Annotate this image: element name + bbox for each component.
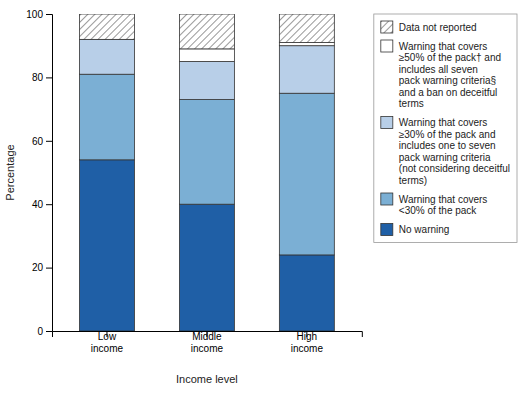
bar <box>79 74 134 160</box>
text-line: income <box>291 343 324 354</box>
text-line: terms) <box>399 175 427 186</box>
legend-swatch <box>381 40 393 52</box>
legend-item: Warning that covers≥30% of the pack andi… <box>381 117 510 186</box>
legend-label: Warning that covers<30% of the pack <box>399 194 488 217</box>
tick-label: 60 <box>32 136 44 147</box>
tick-mark <box>46 77 52 78</box>
legend-label: Warning that covers≥50% of the pack† and… <box>399 41 501 110</box>
bar <box>279 93 334 255</box>
text-line: Warning that covers <box>399 117 488 128</box>
text-line: Warning that covers <box>399 194 488 205</box>
tick-mark <box>46 331 52 332</box>
legend-label: Data not reported <box>399 22 477 33</box>
tick: 20 <box>32 262 52 273</box>
text-line: (not considering deceitful <box>399 163 510 174</box>
axis-line <box>46 15 53 332</box>
legend-item: Warning that covers≥50% of the pack† and… <box>381 40 501 109</box>
text-line: pack warning criteria§ <box>399 75 496 86</box>
text-line: No warning <box>399 224 450 235</box>
legend-frame <box>374 14 517 243</box>
tick-mark <box>46 14 52 15</box>
bar <box>79 160 134 331</box>
tick: 100 <box>26 9 52 20</box>
series <box>79 14 334 49</box>
text-line: Warning that covers <box>399 41 488 52</box>
bar <box>179 62 234 100</box>
tick-mark <box>46 141 52 142</box>
tick: 60 <box>32 136 52 147</box>
bar <box>279 43 334 46</box>
tick-mark <box>46 268 52 269</box>
tick-label: 20 <box>32 262 44 273</box>
tick: 80 <box>32 72 52 83</box>
tick: Highincome <box>291 331 324 354</box>
legend-swatch <box>381 193 393 205</box>
tick-label: Middleincome <box>191 331 224 354</box>
bar <box>279 14 334 43</box>
text-line: Data not reported <box>399 22 477 33</box>
text-line: includes one to seven <box>399 140 496 151</box>
tick-label: 0 <box>37 326 43 337</box>
legend-item: Data not reported <box>381 21 477 33</box>
tick-label: 80 <box>32 72 44 83</box>
text-line: Low <box>98 331 117 342</box>
tick: 0 <box>37 326 52 337</box>
text-line: income <box>191 343 224 354</box>
text-line: Middle <box>192 331 222 342</box>
series <box>79 74 334 255</box>
legend-swatch <box>381 224 393 236</box>
legend-item: No warning <box>381 224 450 236</box>
bar <box>179 204 234 331</box>
text-line: ≥30% of the pack and <box>399 129 496 140</box>
text-line: ≥50% of the pack† and <box>399 52 501 63</box>
bar <box>279 255 334 331</box>
text-line: <30% of the pack <box>399 205 478 216</box>
chart: Data not reportedWarning that covers≥50%… <box>0 0 521 393</box>
text-line: and a ban on deceitful <box>399 87 497 98</box>
legend-item: Warning that covers<30% of the pack <box>381 193 488 216</box>
legend-swatch <box>381 21 393 33</box>
bar <box>79 14 134 39</box>
legend-label: Warning that covers≥30% of the pack andi… <box>399 117 510 186</box>
legend-label: No warning <box>399 224 450 235</box>
bars <box>79 14 334 331</box>
text-line: High <box>297 331 318 342</box>
tick-mark <box>46 204 52 205</box>
y-axis-title: Percentage <box>4 144 16 200</box>
bar <box>179 100 234 205</box>
tick: 40 <box>32 199 52 210</box>
text-line: income <box>91 343 124 354</box>
tick: Middleincome <box>191 331 224 354</box>
legend: Data not reportedWarning that covers≥50%… <box>374 14 517 243</box>
tick: Lowincome <box>91 331 124 354</box>
plot: LowincomeMiddleincomeHighincome020406080… <box>26 9 362 354</box>
bar <box>279 46 334 94</box>
x-axis-title: Income level <box>176 373 238 385</box>
legend-swatch <box>381 117 393 129</box>
text-line: terms <box>399 98 424 109</box>
tick-label: 40 <box>32 199 44 210</box>
y-axis: 0 20 40 60 80 100 <box>26 9 52 337</box>
bar <box>179 49 234 62</box>
tick-label: Highincome <box>291 331 324 354</box>
x-axis: LowincomeMiddleincomeHighincome <box>53 331 363 354</box>
tick-label: Lowincome <box>91 331 124 354</box>
bar <box>79 39 134 74</box>
text-line: pack warning criteria <box>399 152 491 163</box>
tick-label: 100 <box>26 9 43 20</box>
text-line: includes all seven <box>399 64 478 75</box>
bar <box>179 14 234 49</box>
